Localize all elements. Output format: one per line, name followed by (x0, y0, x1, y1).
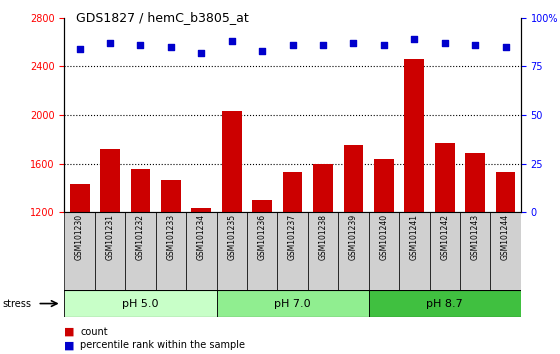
Bar (344, 145, 363, 212)
Point (501, 44, 510, 50)
Bar (404, 59, 424, 212)
Bar (460, 212, 491, 290)
Bar (368, 212, 399, 290)
Bar (496, 172, 515, 212)
Bar (491, 212, 521, 290)
Text: percentile rank within the sample: percentile rank within the sample (80, 340, 245, 350)
Point (380, 42, 389, 48)
Bar (277, 212, 308, 290)
Bar (283, 172, 302, 212)
Text: GSM101234: GSM101234 (197, 214, 206, 260)
Bar (368, 290, 521, 317)
Text: ■: ■ (64, 327, 75, 337)
Bar (64, 212, 95, 290)
Point (166, 44, 175, 50)
Point (440, 40, 449, 46)
Bar (222, 112, 241, 212)
Bar (186, 212, 217, 290)
Text: pH 7.0: pH 7.0 (274, 298, 311, 309)
Bar (435, 143, 455, 212)
Text: GSM101244: GSM101244 (501, 214, 510, 260)
Text: count: count (80, 327, 108, 337)
Bar (247, 212, 277, 290)
Point (288, 42, 297, 48)
Point (227, 38, 236, 44)
Bar (161, 179, 181, 212)
Bar (156, 212, 186, 290)
Text: GSM101241: GSM101241 (410, 214, 419, 260)
Bar (95, 212, 125, 290)
Text: GDS1827 / hemC_b3805_at: GDS1827 / hemC_b3805_at (76, 11, 248, 24)
Bar (465, 153, 485, 212)
Text: GSM101238: GSM101238 (319, 214, 328, 260)
Bar (308, 212, 338, 290)
Text: ■: ■ (64, 340, 75, 350)
Text: GSM101233: GSM101233 (166, 214, 175, 260)
Bar (192, 207, 211, 212)
Text: GSM101243: GSM101243 (470, 214, 480, 260)
Point (136, 42, 145, 48)
Bar (313, 164, 333, 212)
Bar (100, 149, 120, 212)
Bar (125, 212, 156, 290)
Point (197, 50, 206, 56)
Text: GSM101237: GSM101237 (288, 214, 297, 260)
Bar (374, 159, 394, 212)
Point (319, 42, 328, 48)
Bar (64, 290, 217, 317)
Point (258, 48, 267, 53)
Text: GSM101236: GSM101236 (258, 214, 267, 260)
Bar (399, 212, 430, 290)
Text: GSM101232: GSM101232 (136, 214, 145, 260)
Text: pH 5.0: pH 5.0 (122, 298, 158, 309)
Text: GSM101235: GSM101235 (227, 214, 236, 260)
Text: pH 8.7: pH 8.7 (426, 298, 463, 309)
Point (471, 42, 480, 48)
Bar (130, 169, 150, 212)
Bar (217, 212, 247, 290)
Point (75, 46, 84, 52)
Text: GSM101230: GSM101230 (75, 214, 84, 260)
Bar (430, 212, 460, 290)
Bar (217, 290, 368, 317)
Bar (253, 200, 272, 212)
Point (349, 40, 358, 46)
Text: stress: stress (3, 298, 32, 309)
Text: GSM101242: GSM101242 (440, 214, 449, 260)
Point (410, 36, 419, 42)
Text: GSM101239: GSM101239 (349, 214, 358, 260)
Bar (338, 212, 368, 290)
Text: GSM101240: GSM101240 (379, 214, 389, 260)
Text: GSM101231: GSM101231 (105, 214, 115, 260)
Bar (70, 184, 90, 212)
Point (106, 40, 115, 46)
